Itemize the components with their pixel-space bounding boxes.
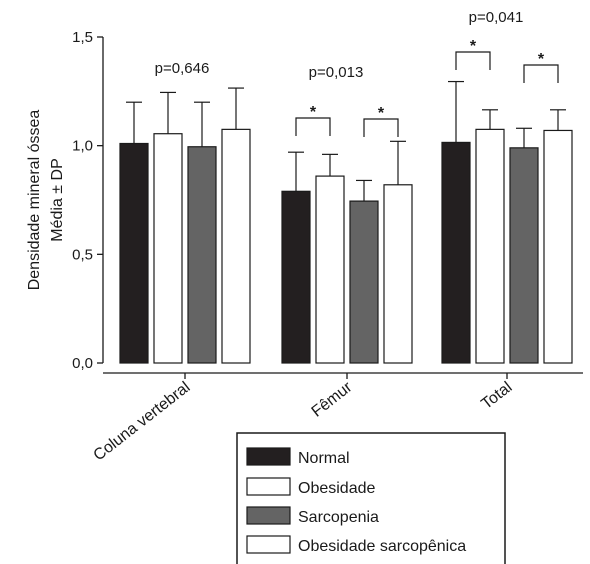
bar [383, 184, 413, 364]
bar [475, 128, 505, 364]
legend-label: Normal [298, 450, 350, 467]
legend-swatch [246, 477, 291, 496]
y-tick-label: 1,5 [72, 29, 93, 46]
category-label: Fêmur [309, 378, 356, 420]
p-value-label: p=0,013 [309, 64, 364, 81]
significance-star: * [378, 105, 385, 122]
bar [441, 141, 471, 364]
y-tick-label: 0,0 [72, 355, 93, 372]
significance-star: * [538, 51, 545, 68]
p-value-label: p=0,041 [469, 9, 524, 26]
legend-swatch [246, 447, 291, 466]
bar [315, 175, 345, 364]
y-tick-label: 1,0 [72, 138, 93, 155]
significance-bracket [295, 117, 331, 136]
bar [349, 200, 379, 364]
y-axis-label-line1: Densidade mineral óssea [26, 110, 43, 291]
bar [543, 129, 573, 364]
legend-swatch [246, 506, 291, 525]
y-axis-title: Densidade mineral óssea Média ± DP [26, 110, 66, 291]
legend-label: Obesidade sarcopênica [298, 538, 466, 555]
bar [153, 133, 183, 364]
category-label: Coluna vertebral [90, 379, 193, 465]
legend-swatch [246, 535, 291, 554]
significance-star: * [470, 38, 477, 55]
bar [187, 146, 217, 364]
significance-star: * [310, 104, 317, 121]
bar [221, 128, 251, 364]
significance-bracket [363, 118, 399, 137]
annotations: p=0,646 p=0,013 p=0,041 * * * * [155, 9, 559, 137]
bar [119, 142, 149, 364]
legend-label: Sarcopenia [298, 509, 379, 526]
bar [281, 190, 311, 364]
significance-bracket [523, 64, 559, 83]
category-label: Total [478, 379, 515, 413]
p-value-label: p=0,646 [155, 60, 210, 77]
y-tick-label: 0,5 [72, 246, 93, 263]
significance-bracket [455, 51, 491, 70]
legend: Normal Obesidade Sarcopenia Obesidade sarco… [236, 432, 506, 564]
bars [119, 80, 573, 364]
legend-label: Obesidade [298, 480, 375, 497]
y-axis-label-line2: Média ± DP [49, 158, 66, 241]
bar [509, 147, 539, 364]
